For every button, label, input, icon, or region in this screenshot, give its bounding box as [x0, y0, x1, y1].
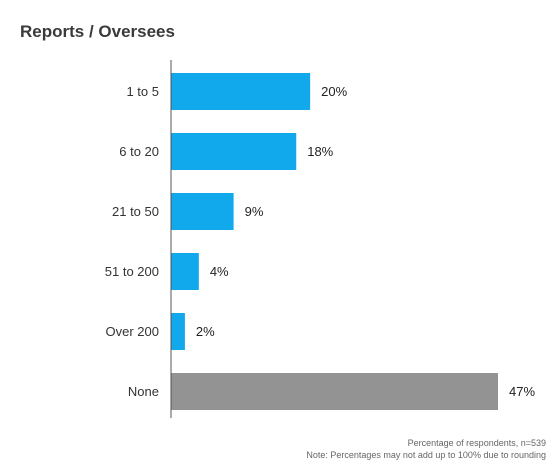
- category-label-51-to-200: 51 to 200: [105, 264, 159, 279]
- category-label-1-to-5: 1 to 5: [126, 84, 159, 99]
- bar-over-200: [171, 313, 185, 350]
- bar-51-to-200: [171, 253, 199, 290]
- chart-title: Reports / Oversees: [20, 22, 175, 41]
- bar-21-to-50: [171, 193, 234, 230]
- bars-group: 1 to 5 20% 6 to 20 18% 21 to 50 9% 51 to 200 4%…: [105, 73, 535, 410]
- value-label-21-to-50: 9%: [245, 204, 264, 219]
- bar-none: [171, 373, 498, 410]
- category-label-none: None: [128, 384, 159, 399]
- category-label-21-to-50: 21 to 50: [112, 204, 159, 219]
- value-label-1-to-5: 20%: [321, 84, 347, 99]
- category-label-6-to-20: 6 to 20: [119, 144, 159, 159]
- category-label-over-200: Over 200: [106, 324, 159, 339]
- value-label-51-to-200: 4%: [210, 264, 229, 279]
- footnote-rounding: Note: Percentages may not add up to 100%…: [306, 450, 546, 460]
- bar-6-to-20: [171, 133, 297, 170]
- bar-1-to-5: [171, 73, 311, 110]
- value-label-over-200: 2%: [196, 324, 215, 339]
- footnote-respondents: Percentage of respondents, n=539: [407, 438, 546, 448]
- value-label-6-to-20: 18%: [307, 144, 333, 159]
- value-label-none: 47%: [509, 384, 535, 399]
